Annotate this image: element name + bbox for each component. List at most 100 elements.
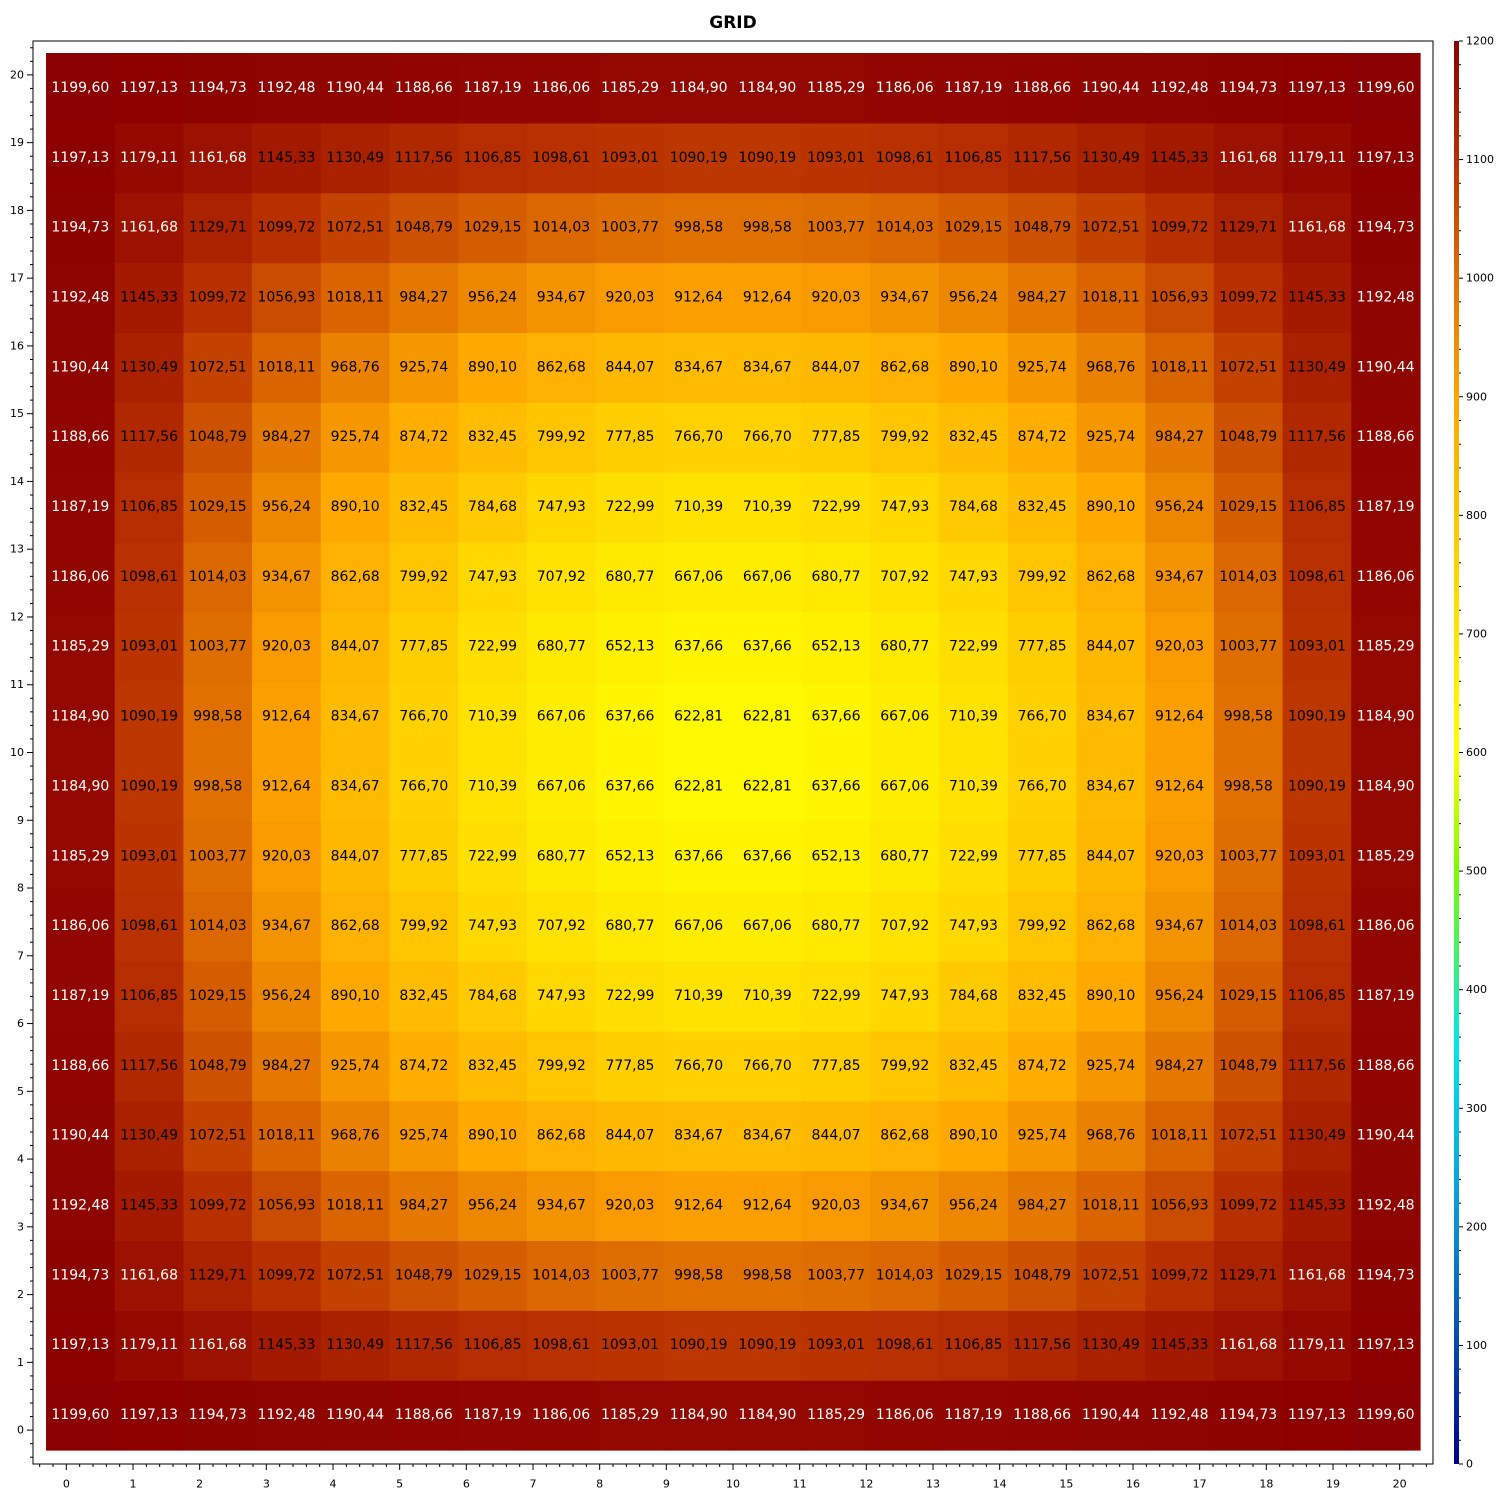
heatmap-cell [801,1310,871,1381]
cell-value-label: 667,06 [674,918,723,934]
heatmap-cell [1282,1100,1352,1172]
cell-value-label: 834,67 [331,778,380,794]
cell-value-label: 777,85 [605,429,654,445]
heatmap-cell [801,681,871,753]
cell-value-label: 1184,90 [670,80,728,96]
heatmap-cell [183,1170,253,1242]
heatmap-cell [526,1170,597,1242]
cell-value-label: 844,07 [331,639,380,655]
cell-value-label: 912,64 [262,709,311,725]
cell-value-label: 1192,48 [1357,1198,1415,1214]
heatmap-cell [595,961,665,1032]
heatmap-cell [1145,541,1215,613]
heatmap-cell [939,891,1009,962]
cell-value-label: 1029,15 [1219,499,1277,515]
cell-value-label: 934,67 [537,1198,586,1214]
cell-value-label: 844,07 [1086,639,1135,655]
cell-value-label: 784,68 [949,988,998,1004]
heatmap-cell [1076,122,1146,194]
heatmap-cell [733,751,803,822]
cell-value-label: 844,07 [812,359,861,375]
heatmap-cell [595,1240,665,1311]
heatmap-cell [870,751,940,822]
heatmap-cell [870,53,940,124]
heatmap-cell [114,821,184,892]
cell-value-label: 1184,90 [1357,778,1415,794]
y-tick-label: 19 [10,136,24,149]
x-tick-label: 0 [63,1478,70,1491]
cell-value-label: 1145,33 [1151,150,1209,166]
heatmap-cell [733,1100,803,1172]
cell-value-label: 710,39 [674,499,723,515]
colorbar-tick-label: 600 [1466,746,1487,759]
heatmap-cell [595,891,665,962]
cell-value-label: 1190,44 [326,1407,384,1423]
heatmap-cell [1076,1030,1146,1102]
cell-value-label: 1190,44 [51,359,109,375]
cell-value-label: 956,24 [949,289,998,305]
heatmap-cell [664,821,734,892]
cell-value-label: 920,03 [1155,639,1204,655]
heatmap-cell [114,53,184,124]
cell-value-label: 890,10 [1086,988,1135,1004]
heatmap-cell [458,1030,528,1102]
heatmap-cell [1351,541,1421,613]
cell-value-label: 844,07 [812,1128,861,1144]
heatmap-cell [526,891,597,962]
heatmap-cell [252,1240,322,1311]
heatmap-cell [526,122,597,194]
heatmap-cell [870,402,940,473]
heatmap-cell [939,751,1009,822]
heatmap-cell [252,1100,322,1172]
cell-value-label: 1185,29 [807,80,865,96]
heatmap-cell [183,332,253,403]
heatmap-cell [46,472,116,543]
y-tick-label: 0 [17,1424,24,1437]
cell-value-label: 1117,56 [1013,150,1071,166]
cell-value-label: 766,70 [399,709,448,725]
heatmap-cell [1351,1030,1421,1102]
cell-value-label: 1130,49 [1288,1128,1346,1144]
heatmap-cell [320,1100,391,1172]
heatmap-cell [1007,1100,1078,1172]
heatmap-cell [389,751,459,822]
heatmap-cell [114,681,184,753]
cell-value-label: 1018,11 [1082,1198,1140,1214]
cell-value-label: 1192,48 [1151,1407,1209,1423]
cell-value-label: 747,93 [468,918,517,934]
cell-value-label: 637,66 [674,639,723,655]
cell-value-label: 1130,49 [326,1337,384,1353]
cell-value-label: 1106,85 [944,150,1002,166]
cell-value-label: 934,67 [1155,569,1204,585]
heatmap-cell [595,821,665,892]
heatmap-cell [733,332,803,403]
heatmap-cell [664,1030,734,1102]
heatmap-cell [458,541,528,613]
y-tick-label: 9 [17,814,24,827]
cell-value-label: 1192,48 [257,1407,315,1423]
cell-value-label: 710,39 [468,778,517,794]
cell-value-label: 1003,77 [1219,639,1277,655]
cell-value-label: 707,92 [537,918,586,934]
cell-value-label: 667,06 [743,918,792,934]
cell-value-label: 1145,33 [120,1198,178,1214]
cell-value-label: 1179,11 [120,150,178,166]
cell-value-label: 710,39 [674,988,723,1004]
heatmap-cell [1007,611,1078,683]
x-tick-label: 16 [1126,1478,1140,1491]
heatmap-cell [1007,891,1078,962]
heatmap-cell [1282,472,1352,543]
heatmap-cell [320,961,391,1032]
cell-value-label: 832,45 [949,1058,998,1074]
cell-value-label: 1194,73 [1219,80,1277,96]
cell-value-label: 1187,19 [944,1407,1002,1423]
cell-value-label: 680,77 [812,569,861,585]
cell-value-label: 637,66 [674,848,723,864]
heatmap-cell [1351,681,1421,753]
cell-value-label: 925,74 [331,1058,380,1074]
heatmap-cell [664,192,734,264]
heatmap-cell [526,1240,597,1311]
cell-value-label: 1184,90 [738,1407,796,1423]
cell-value-label: 844,07 [605,359,654,375]
heatmap-cell [939,192,1009,264]
